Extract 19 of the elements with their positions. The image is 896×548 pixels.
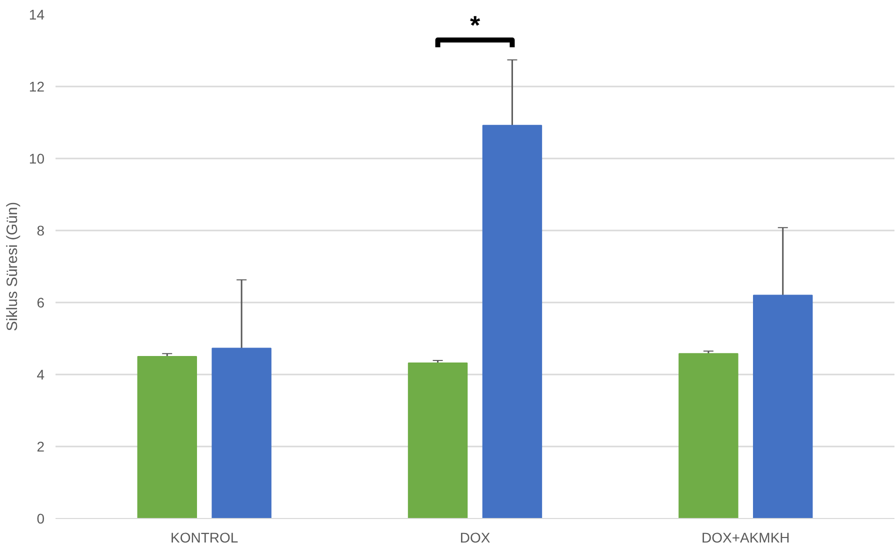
x-tick-label: DOX bbox=[460, 530, 491, 546]
bar bbox=[678, 353, 738, 518]
bar bbox=[752, 294, 813, 518]
bar bbox=[137, 356, 198, 518]
y-tick-label: 0 bbox=[36, 510, 45, 526]
y-axis-title: Siklus Süresi (Gün) bbox=[4, 202, 21, 332]
x-tick-label: DOX+AKMKH bbox=[701, 530, 790, 546]
y-tick-label: 12 bbox=[28, 78, 45, 94]
x-tick-label: KONTROL bbox=[170, 530, 238, 546]
bar bbox=[482, 124, 542, 518]
bar bbox=[408, 362, 468, 518]
y-tick-label: 8 bbox=[36, 222, 45, 238]
y-tick-label: 2 bbox=[36, 438, 45, 454]
y-tick-label: 4 bbox=[36, 366, 45, 382]
y-tick-label: 14 bbox=[28, 6, 45, 22]
y-tick-label: 6 bbox=[36, 294, 45, 310]
y-tick-label: 10 bbox=[28, 150, 45, 166]
annotation: * bbox=[470, 10, 481, 40]
bar bbox=[212, 348, 272, 518]
